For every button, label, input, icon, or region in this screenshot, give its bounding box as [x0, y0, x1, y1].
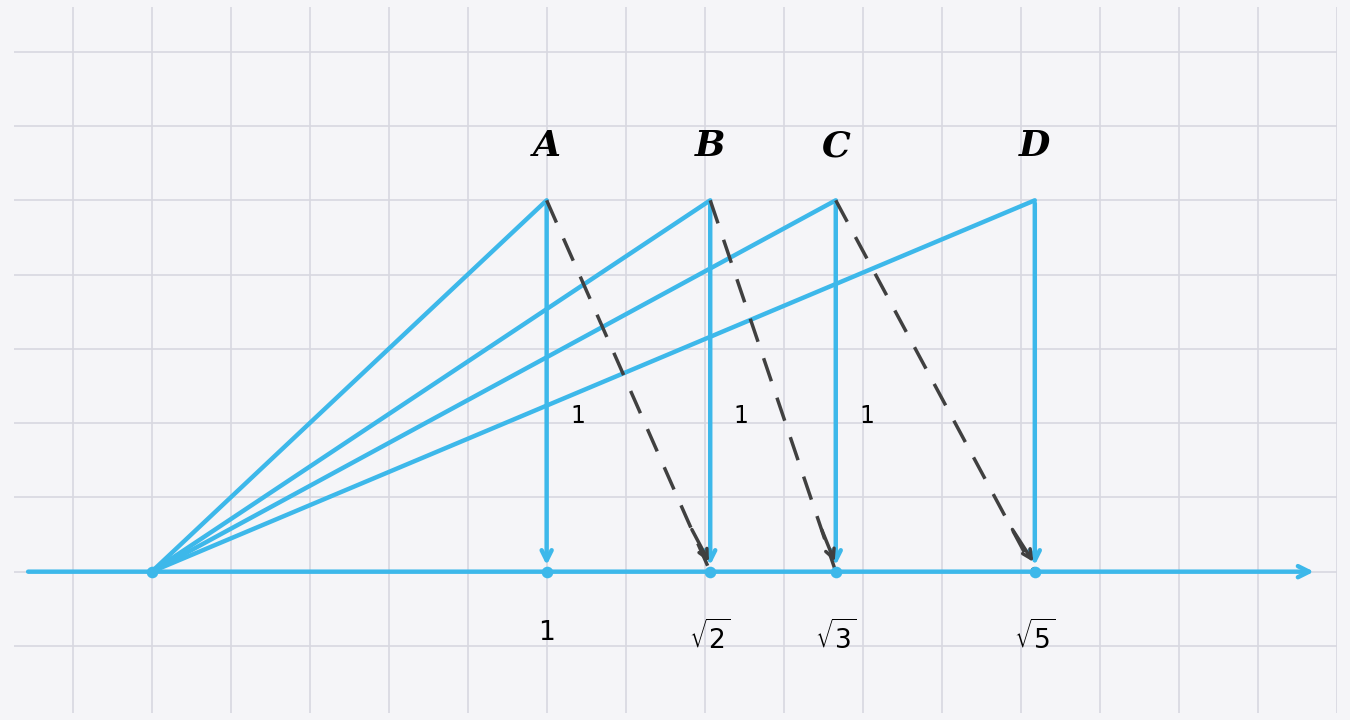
Text: D: D	[1019, 129, 1050, 163]
Point	[1025, 566, 1046, 577]
Text: $\sqrt{3}$: $\sqrt{3}$	[815, 620, 856, 654]
Text: $\sqrt{5}$: $\sqrt{5}$	[1014, 620, 1056, 654]
Point	[699, 566, 721, 577]
Text: B: B	[695, 129, 725, 163]
Text: A: A	[533, 129, 560, 163]
Text: $\sqrt{2}$: $\sqrt{2}$	[690, 620, 730, 654]
Point	[536, 566, 558, 577]
Text: 1: 1	[734, 404, 749, 428]
Text: 1: 1	[539, 620, 555, 646]
Point	[825, 566, 846, 577]
Text: C: C	[821, 129, 850, 163]
Text: 1: 1	[570, 404, 585, 428]
Point	[140, 566, 162, 577]
Text: 1: 1	[860, 404, 875, 428]
